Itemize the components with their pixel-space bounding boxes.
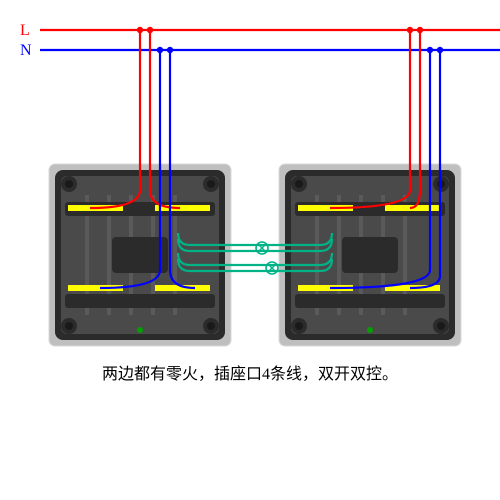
wiring-diagram: LN [0, 0, 500, 500]
label-neutral: N [20, 42, 32, 59]
diagram-caption: 两边都有零火，插座口4条线，双开双控。 [0, 360, 500, 384]
switch-right [279, 164, 461, 346]
label-live: L [20, 22, 30, 39]
